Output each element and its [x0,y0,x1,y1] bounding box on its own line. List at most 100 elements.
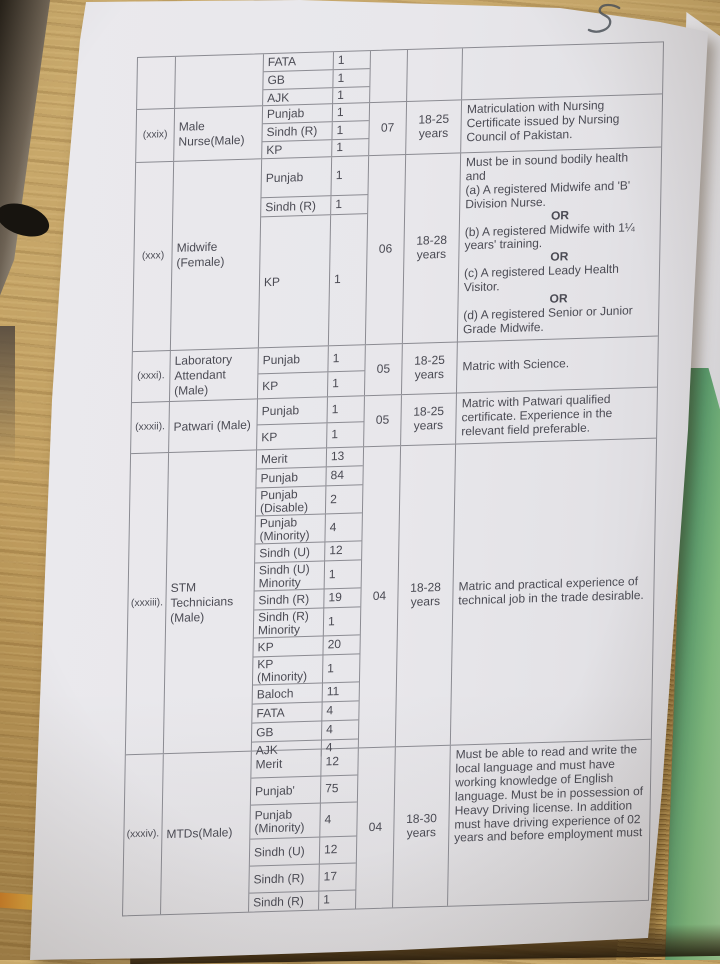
table-block: (xxx) Midwife (Female) Punjab 1 Sindh (R… [132,147,662,353]
region-name: FATA [263,52,334,72]
region-name: Punjab (Minority) [250,803,321,839]
region-count: 1 [336,139,344,155]
qualification-cell: Matric with Patwari qualified certificat… [461,392,613,439]
region-count: 1 [335,167,343,183]
regions-cell: Punjab 1 KP 1 [257,396,365,450]
region-count: 17 [323,869,338,884]
region-count: 12 [325,754,340,769]
region-name: Sindh (R) [261,196,332,217]
total-posts-cell: 05 [364,395,402,447]
recruitment-table: FATA 1 GB 1 AJK 1 (xxix) Male Nurse(Male… [122,41,664,917]
serial-cell: (xxx) [132,161,175,352]
region-row: Punjab 1 [258,345,365,375]
designation-cell: MTDs(Male) [161,751,252,915]
region-name: KP [262,140,333,159]
region-row: Punjab' 75 [250,775,358,806]
region-name: Sindh (R) [249,864,320,893]
region-row: KP 1 [257,422,363,450]
total-posts-cell: 04 [358,446,402,748]
region-name: KP [257,372,329,399]
region-row: Merit 12 [251,748,358,779]
table-block: (xxxiv). MTDs(Male) Merit 12 Punjab' 75 … [123,740,651,916]
region-row: Sindh (R) 1 [249,891,355,912]
region-name: Sindh (U) [249,837,321,866]
region-row: KP (Minority) 1 [252,654,360,686]
serial-cell: (xxix) [136,108,176,163]
serial-cell: (xxxii). [131,402,170,454]
total-posts-cell: 05 [364,344,403,396]
region-name: Punjab' [250,776,322,805]
region-count: 1 [337,52,345,67]
region-name: Sindh (R) Minority [253,608,325,638]
region-count: 20 [327,636,342,652]
region-count: 84 [330,467,345,483]
designation-cell: Patwari (Male) [169,399,258,453]
serial-cell [137,56,176,109]
age-limit-cell: 18-25 years [401,342,458,395]
regions-cell: FATA 1 GB 1 AJK 1 [263,51,371,107]
region-count: 1 [337,70,345,85]
designation-cell: Male Nurse(Male) [174,106,264,161]
region-name: Sindh (R) [249,891,320,912]
region-row: Punjab 1 [257,396,364,426]
region-count: 4 [326,703,334,718]
region-row: Punjab (Minority) 4 [255,513,362,545]
region-count: 4 [324,811,332,826]
qualification-cell: Matric with Science. [462,356,570,374]
qualification-line: (d) A registered Senior or Junior Grade … [462,303,633,337]
region-name: Sindh (R) [254,589,325,610]
region-row: Sindh (U) 12 [249,836,357,867]
region-row: KP 1 [258,214,367,348]
age-limit-cell: 18-25 years [401,393,457,446]
serial-cell: (xxxi). [131,350,171,403]
age-limit-cell: 18-30 years [393,745,451,908]
region-name: Sindh (U) Minority [254,561,326,591]
age-limit-cell [407,48,463,101]
serial-cell: (xxxiv). [123,754,164,916]
qualification-cell: Must be in sound bodily health and (a) A… [458,147,661,341]
region-name: Punjab [256,467,327,488]
region-count: 1 [336,122,344,137]
total-posts-cell: 07 [369,101,408,156]
region-row: Punjab (Minority) 4 [250,802,357,840]
region-count: 19 [328,589,342,605]
region-name: KP [258,215,332,348]
designation-cell: STM Technicians (Male) [163,450,258,754]
region-count: 4 [326,722,333,737]
designation-cell [175,54,264,108]
designation-cell: Midwife (Female) [170,159,263,350]
age-limit-cell: 18-28 years [402,153,462,344]
region-count: 1 [327,660,335,675]
region-count: 1 [328,566,336,581]
region-name: Merit [251,749,322,778]
regions-cell: Punjab 1 Sindh (R) 1 KP 1 [262,103,371,159]
age-limit-cell: 18-25 years [406,100,463,155]
region-name: Punjab [262,104,334,124]
total-posts-cell: 06 [365,155,407,345]
region-count: 1 [333,271,341,287]
region-count: 1 [331,401,339,416]
region-name: Baloch [252,683,323,704]
total-posts-cell [370,49,408,103]
age-limit-cell: 18-28 years [395,444,457,747]
region-name: GB [263,70,334,90]
regions-cell: Punjab 1 KP 1 [257,345,366,399]
qualification-cell [462,42,663,99]
region-name: GB [251,721,323,742]
region-count: 1 [327,613,335,628]
region-row: Sindh (R) 17 [249,863,356,894]
qualification-cell: Must be able to read and write the local… [454,742,644,846]
region-row: KP 1 [257,371,364,399]
region-name: KP [257,423,328,450]
qualification-cell: Matriculation with Nursing Certificate i… [466,98,620,145]
region-name: Punjab [261,157,333,198]
region-count: 1 [332,350,340,365]
region-row: Punjab (Disable) 2 [255,485,363,517]
region-name: Sindh (U) [255,542,326,563]
region-count: 1 [337,87,345,103]
region-count: 11 [326,684,340,699]
region-row: KP 1 [262,139,368,159]
